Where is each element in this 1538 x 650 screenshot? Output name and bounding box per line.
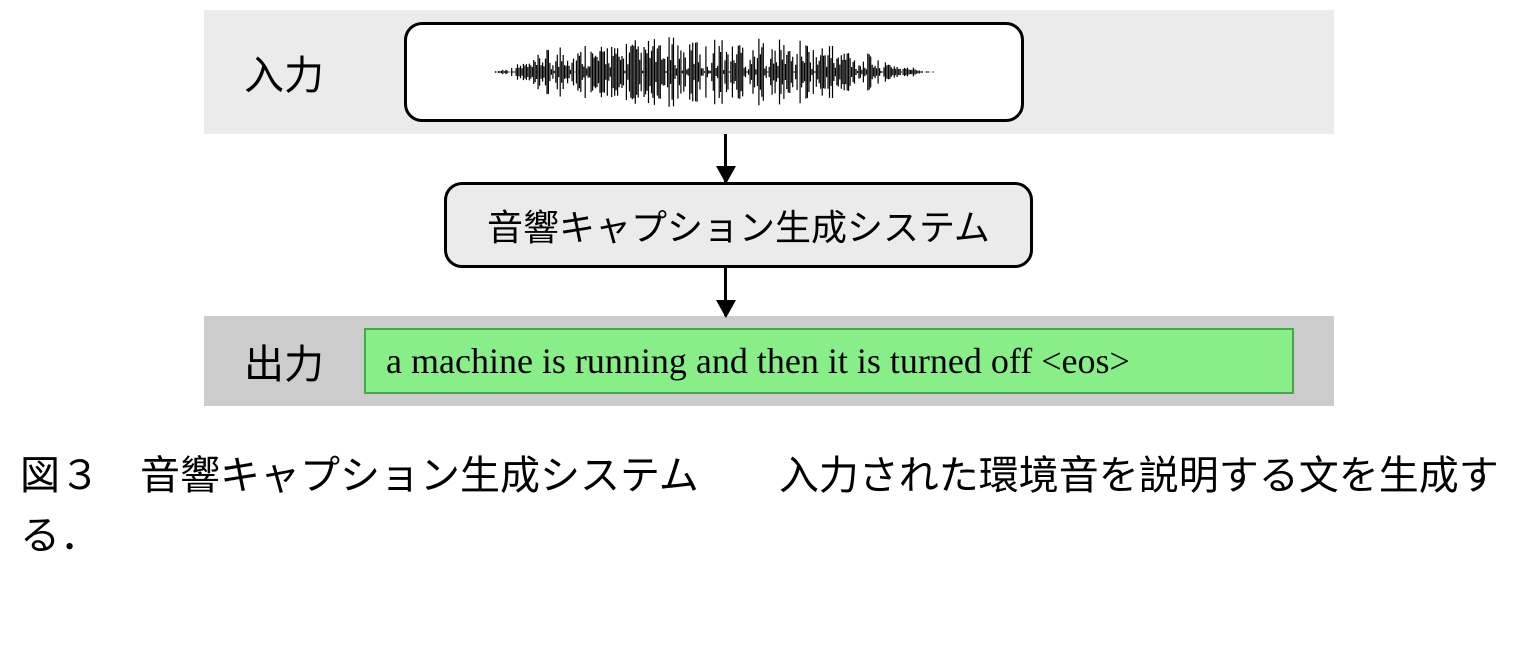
arrow-down-icon	[724, 268, 727, 316]
output-text: a machine is running and then it is turn…	[386, 341, 1130, 381]
arrow-1-container	[204, 134, 1334, 182]
diagram-container: 入力 音響キャプション生成システム 出力 a machine is runnin…	[0, 10, 1538, 406]
input-label: 入力	[244, 43, 324, 101]
waveform-box	[404, 22, 1024, 122]
caption-figure-label: 図３	[20, 453, 100, 498]
output-row: 出力 a machine is running and then it is t…	[204, 316, 1334, 406]
system-label: 音響キャプション生成システム	[487, 208, 990, 248]
system-box: 音響キャプション生成システム	[444, 182, 1033, 268]
system-row: 音響キャプション生成システム	[204, 182, 1334, 268]
arrow-down-icon	[724, 134, 727, 182]
figure-caption: 図３ 音響キャプション生成システム 入力された環境音を説明する文を生成する．	[0, 446, 1538, 566]
caption-title: 音響キャプション生成システム	[140, 453, 699, 498]
output-text-box: a machine is running and then it is turn…	[364, 328, 1294, 394]
input-row: 入力	[204, 10, 1334, 134]
waveform-icon	[494, 36, 934, 108]
arrow-2-container	[204, 268, 1334, 316]
output-label: 出力	[244, 332, 324, 390]
